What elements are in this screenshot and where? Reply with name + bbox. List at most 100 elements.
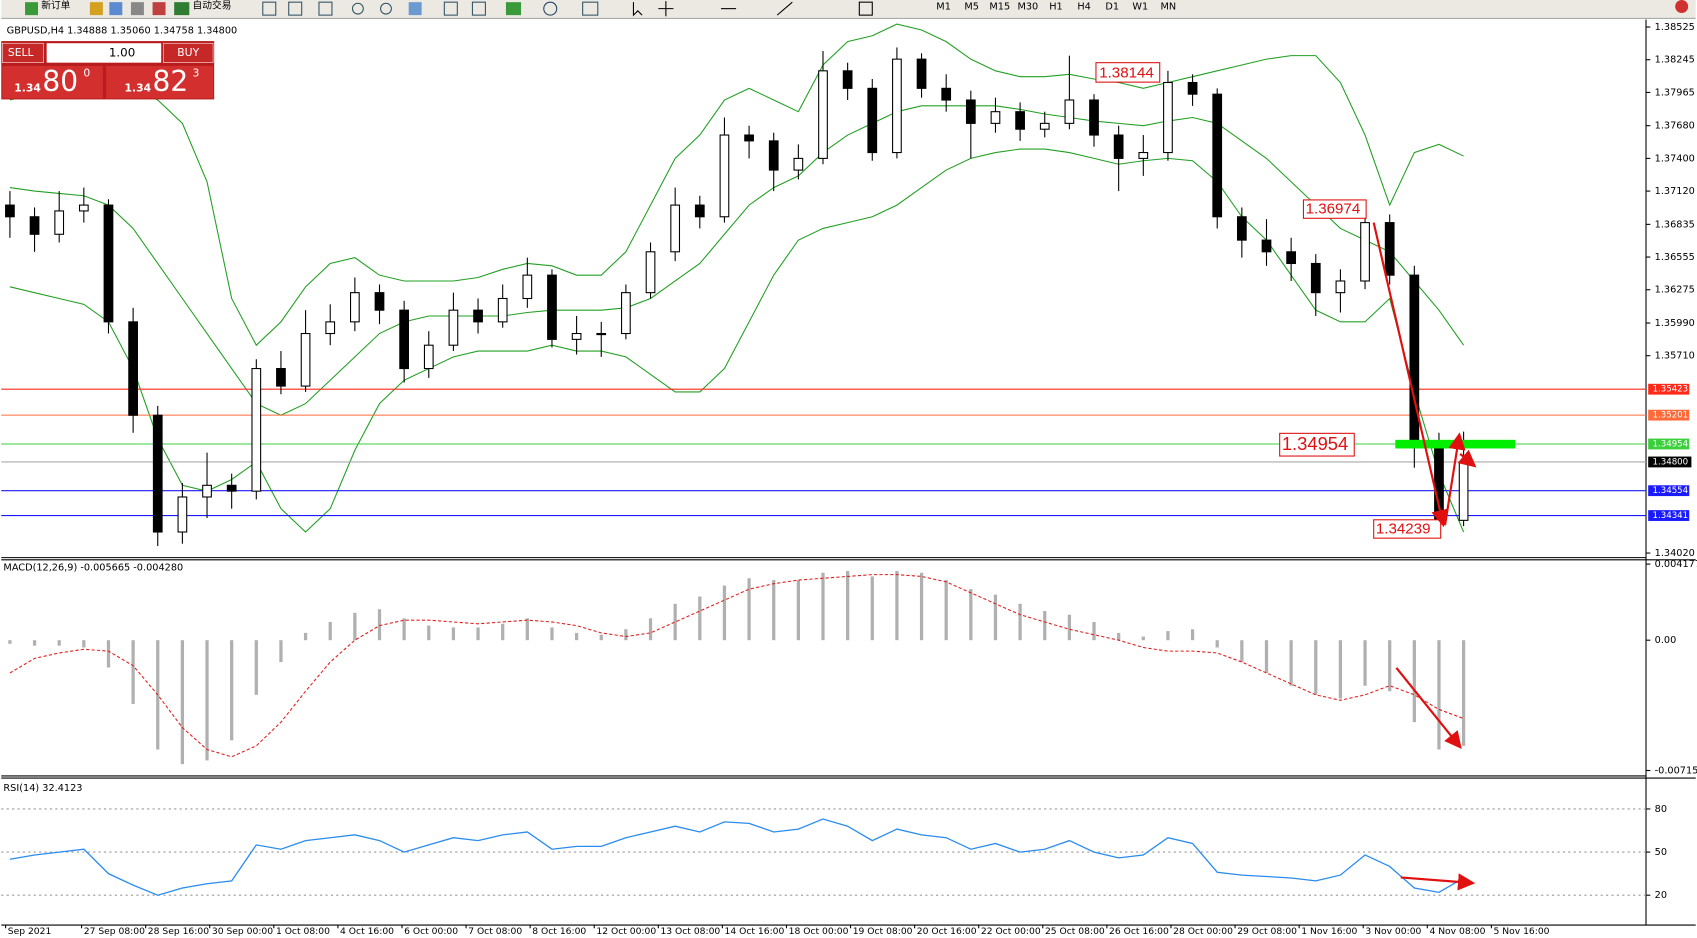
sell-button[interactable]	[2, 42, 44, 63]
label-tool[interactable]	[858, 1, 873, 16]
lots-input[interactable]	[46, 43, 162, 63]
zoom-out-icon[interactable]	[380, 2, 392, 15]
price-level-label: 1.34954	[1652, 439, 1688, 449]
y-tick-label: 1.37400	[1655, 153, 1695, 164]
rsi-pane	[1, 808, 1647, 896]
auto-trading-icon[interactable]	[174, 2, 190, 16]
toolbar-icon[interactable]	[152, 2, 166, 16]
macd-bar	[1067, 614, 1072, 641]
macd-bar	[698, 596, 702, 641]
candle-body	[1261, 239, 1272, 253]
x-tick-label: 4 Oct 16:00	[340, 926, 394, 937]
candle-body	[744, 134, 754, 142]
timeframe-button[interactable]: H1	[1049, 1, 1063, 12]
y-tick-label: 20	[1655, 890, 1667, 901]
macd-bar	[1314, 640, 1318, 695]
toolbar-icon[interactable]	[318, 1, 333, 16]
macd-bar	[1018, 603, 1022, 641]
crosshair-icon[interactable]	[658, 1, 674, 17]
toolbar-icon[interactable]	[288, 1, 303, 16]
price-pane	[1, 23, 1647, 547]
indicators-icon[interactable]	[505, 2, 522, 16]
macd-bar	[1092, 621, 1096, 641]
new-order-icon[interactable]	[25, 2, 39, 16]
y-tick-label: 0.00	[1655, 635, 1677, 646]
toolbar-icon[interactable]	[109, 2, 123, 16]
macd-bar	[846, 570, 850, 641]
rsi-label: RSI(14) 32.4123	[3, 783, 82, 794]
macd-bar	[57, 640, 61, 646]
macd-bar	[230, 640, 234, 741]
macd-bar	[1141, 636, 1145, 641]
annotation-box	[1279, 432, 1355, 457]
new-order-button[interactable]: 新订单	[41, 0, 70, 11]
x-tick-label: 6 Oct 00:00	[404, 926, 458, 937]
candle-body	[719, 134, 730, 218]
toolbar-icon[interactable]	[130, 2, 144, 16]
y-tick-label: 1.38245	[1655, 55, 1695, 66]
x-tick-label: 12 Oct 00:00	[596, 926, 656, 937]
candle-body	[842, 70, 853, 89]
lots-value[interactable]: 1.00	[109, 45, 135, 59]
timeframe-button[interactable]: M5	[964, 1, 979, 12]
timeframe-button[interactable]: MN	[1161, 1, 1177, 12]
macd-bar	[1166, 631, 1170, 641]
buy-label[interactable]: BUY	[177, 46, 199, 59]
ask-small: 3	[193, 66, 200, 79]
candle-body	[1236, 216, 1247, 241]
candle-body	[916, 58, 927, 89]
macd-bar	[1117, 632, 1121, 641]
candle-body	[103, 204, 114, 323]
macd-bar	[870, 576, 874, 641]
candle-body	[1458, 461, 1469, 521]
y-tick-label: 1.35710	[1655, 351, 1695, 362]
cursor-icon[interactable]	[632, 2, 643, 17]
timeframe-button[interactable]: M1	[936, 1, 951, 12]
toolbar-icon[interactable]	[89, 2, 103, 16]
alert-icon[interactable]	[1675, 0, 1689, 13]
buy-button[interactable]	[163, 42, 214, 63]
candle-body	[965, 99, 976, 124]
x-tick-label: 5 Nov 16:00	[1494, 926, 1550, 937]
periods-icon[interactable]	[543, 1, 558, 16]
y-tick-label: 80	[1655, 804, 1667, 815]
macd-bar	[1388, 640, 1392, 692]
trendline-tool[interactable]	[776, 1, 793, 16]
y-tick-label: 1.36835	[1655, 219, 1695, 230]
timeframe-button[interactable]: H4	[1077, 1, 1091, 12]
ask-box[interactable]	[106, 65, 214, 99]
y-tick-label: 1.37680	[1655, 121, 1695, 132]
arrow	[1372, 222, 1449, 528]
x-tick-label: 8 Oct 16:00	[532, 926, 586, 937]
candle-body	[1113, 134, 1124, 159]
timeframe-button[interactable]: W1	[1132, 1, 1148, 12]
bid-big: 80	[42, 65, 78, 98]
macd-signal	[9, 574, 1464, 758]
macd-bar	[32, 640, 37, 646]
bid-box[interactable]	[2, 65, 103, 99]
zoom-in-icon[interactable]	[351, 2, 364, 15]
timeframe-button[interactable]: M15	[989, 1, 1010, 12]
price-level-label: 1.34341	[1652, 511, 1688, 521]
y-tick-label: 50	[1655, 847, 1667, 858]
macd-bar	[328, 621, 332, 641]
timeframe-button[interactable]: D1	[1105, 1, 1119, 12]
candle-body	[374, 292, 385, 311]
macd-bar	[1437, 640, 1441, 750]
candle-body	[670, 204, 681, 253]
candle-body	[768, 140, 779, 171]
macd-bar	[895, 570, 899, 641]
timeframe-button[interactable]: M30	[1018, 1, 1039, 12]
auto-trading-button[interactable]: 自动交易	[193, 0, 232, 11]
templates-icon[interactable]	[582, 1, 599, 16]
macd-bar	[501, 623, 505, 641]
toolbar-icon[interactable]	[408, 2, 422, 16]
toolbar-icon[interactable]	[471, 1, 486, 16]
toolbar-icon[interactable]	[443, 1, 458, 16]
sell-label[interactable]: SELL	[8, 46, 34, 59]
x-tick-label: 19 Oct 08:00	[853, 926, 913, 937]
annotation: 1.36974	[1306, 201, 1361, 218]
y-tick-label: 1.37965	[1655, 87, 1695, 98]
toolbar-icon[interactable]	[262, 1, 277, 16]
price-level-label: 1.34554	[1652, 486, 1688, 496]
